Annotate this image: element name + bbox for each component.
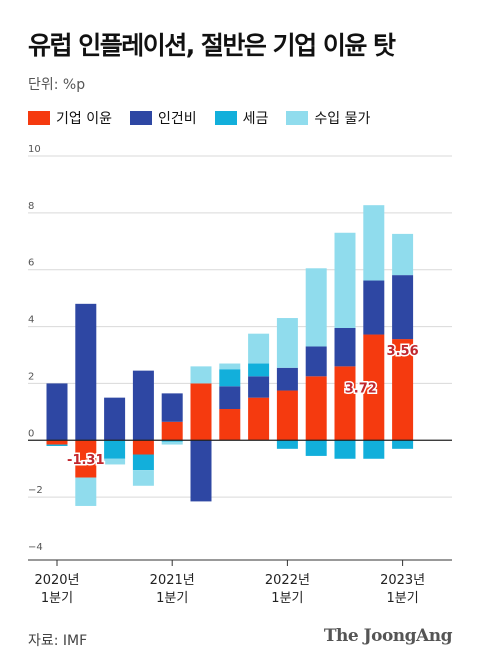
bar-segment (305, 376, 327, 441)
y-tick-label: 10 (28, 144, 41, 155)
bar-segment (392, 440, 414, 449)
stacked-bar-chart: −4 −2 0 2 4 6 8 10 2020년 1분기 2021년 1분기 2022년 1분기 2023년… (28, 144, 452, 606)
y-tick-label: 2 (28, 371, 34, 382)
bar-segment (219, 386, 241, 410)
bar-segment (305, 440, 327, 456)
bar-segment (305, 346, 327, 377)
legend-item-import: 수입 물가 (286, 108, 370, 128)
legend: 기업 이윤 인건비 세금 수입 물가 (28, 108, 388, 128)
bar-segment (104, 440, 126, 459)
bar-segment (248, 397, 270, 441)
bar-segment (75, 303, 97, 441)
bar-segment (392, 233, 414, 276)
bar-segment (392, 275, 414, 340)
bar-segment (161, 393, 183, 422)
bar-segment (132, 454, 154, 471)
legend-label-labor: 인건비 (157, 111, 197, 127)
unit-label: 단위: %p (28, 77, 86, 93)
data-label: -1.31 (67, 453, 104, 468)
x-tick-label-year: 2020년 (34, 573, 79, 588)
bar-segment (104, 397, 126, 441)
bar-segment (219, 409, 241, 441)
bar-segment (132, 440, 154, 455)
bar-segment (248, 363, 270, 377)
bar-segment (219, 363, 241, 370)
source-note: 자료: IMF (28, 633, 88, 649)
bar-segment (104, 458, 126, 465)
bar-segment (363, 280, 385, 335)
bar-segment (46, 444, 68, 446)
x-tick-label-quarter: 1분기 (41, 591, 73, 606)
bar-segment (75, 477, 97, 506)
brand-logo: The JoongAng (323, 626, 453, 646)
x-tick-label-year: 2022년 (265, 573, 310, 588)
bar-segment (190, 383, 212, 441)
bar-segment (305, 268, 327, 347)
x-tick-label-quarter: 1분기 (156, 591, 188, 606)
bar-segment (334, 232, 356, 328)
y-tick-label: 0 (28, 428, 34, 439)
bar-segment (363, 205, 385, 281)
bar-segment (334, 327, 356, 367)
bar-segment (161, 441, 183, 445)
bar-segment (276, 318, 298, 368)
legend-label-profit: 기업 이윤 (56, 111, 112, 127)
data-label: 3.72 (345, 381, 377, 396)
chart-title: 유럽 인플레이션, 절반은 기업 이윤 탓 (28, 31, 396, 60)
data-label: 3.56 (387, 344, 419, 359)
bar-segment (334, 440, 356, 459)
legend-swatch-profit (28, 111, 50, 125)
bar-segment (248, 376, 270, 398)
bar-segment (276, 390, 298, 441)
legend-swatch-import (286, 111, 309, 125)
bar-segment (161, 440, 183, 442)
legend-label-import: 수입 물가 (314, 111, 371, 127)
legend-item-profit: 기업 이윤 (28, 108, 112, 128)
bar-segment (276, 367, 298, 391)
legend-swatch-tax (214, 111, 237, 125)
bar-segment (363, 440, 385, 459)
bar-segment (190, 366, 212, 384)
bar-segment (334, 366, 356, 441)
legend-swatch-labor (129, 111, 152, 125)
bar-segment (75, 440, 97, 478)
bar-segment (161, 421, 183, 441)
bar-segment (276, 440, 298, 449)
x-tick-label-year: 2021년 (150, 573, 195, 588)
legend-label-tax: 세금 (242, 111, 269, 127)
bar-segment (392, 339, 414, 441)
bar-segment (132, 370, 154, 441)
bar-segment (219, 369, 241, 387)
y-tick-label: 8 (28, 201, 34, 212)
bar-segment (132, 470, 154, 486)
bar-segment (46, 383, 68, 441)
legend-item-tax: 세금 (214, 108, 269, 128)
y-tick-label: 4 (28, 315, 34, 326)
x-tick-label-quarter: 1분기 (271, 591, 303, 606)
y-tick-label: −4 (28, 542, 43, 553)
bar-segment (46, 440, 68, 445)
y-tick-label: 6 (28, 258, 34, 269)
legend-item-labor: 인건비 (129, 108, 197, 128)
x-tick-label-year: 2023년 (380, 573, 425, 588)
x-tick-label-quarter: 1분기 (386, 591, 418, 606)
y-tick-label: −2 (28, 485, 43, 496)
bar-segment (248, 333, 270, 364)
bar-segment (190, 440, 212, 502)
bar-segment (363, 334, 385, 441)
